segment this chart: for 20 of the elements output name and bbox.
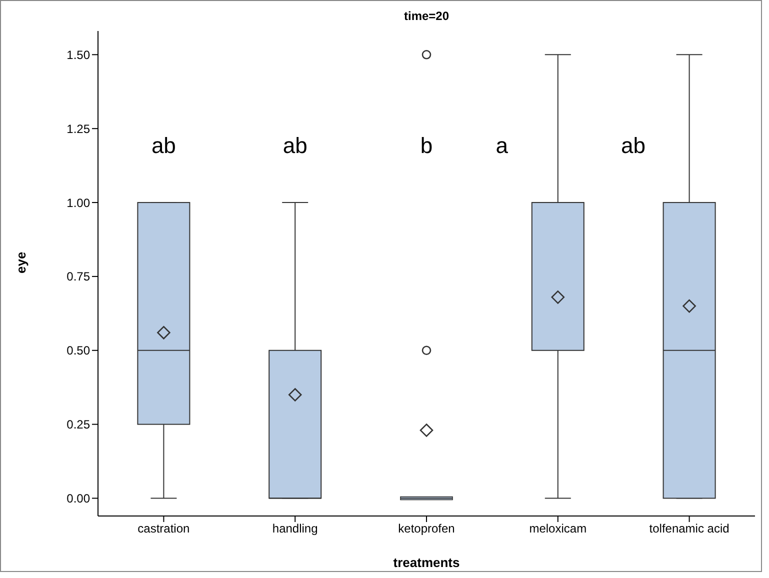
annotation: ab [150,133,177,159]
y-tick-label: 1.00 [66,196,90,210]
x-tick-label: meloxicam [529,522,587,536]
y-tick-label: 0.50 [66,344,90,358]
y-tick-label: 0.75 [66,270,90,284]
annotation: b [419,133,434,159]
y-tick-label: 1.50 [66,48,90,62]
annotation: ab [282,133,308,159]
y-tick-label: 0.00 [66,492,90,506]
x-tick-label: handling [272,522,318,536]
annotation: ab [620,133,647,159]
x-tick-label: tolfenamic acid [649,522,730,536]
x-tick-label: ketoprofen [398,522,455,536]
y-axis-title: eye [14,252,29,274]
x-tick-label: castration [138,522,190,536]
y-tick-label: 1.25 [66,122,90,136]
chart-title: time=20 [402,9,450,23]
x-axis-title: treatments [393,555,460,570]
annotation: a [494,133,510,159]
y-tick-label: 0.25 [66,418,90,432]
